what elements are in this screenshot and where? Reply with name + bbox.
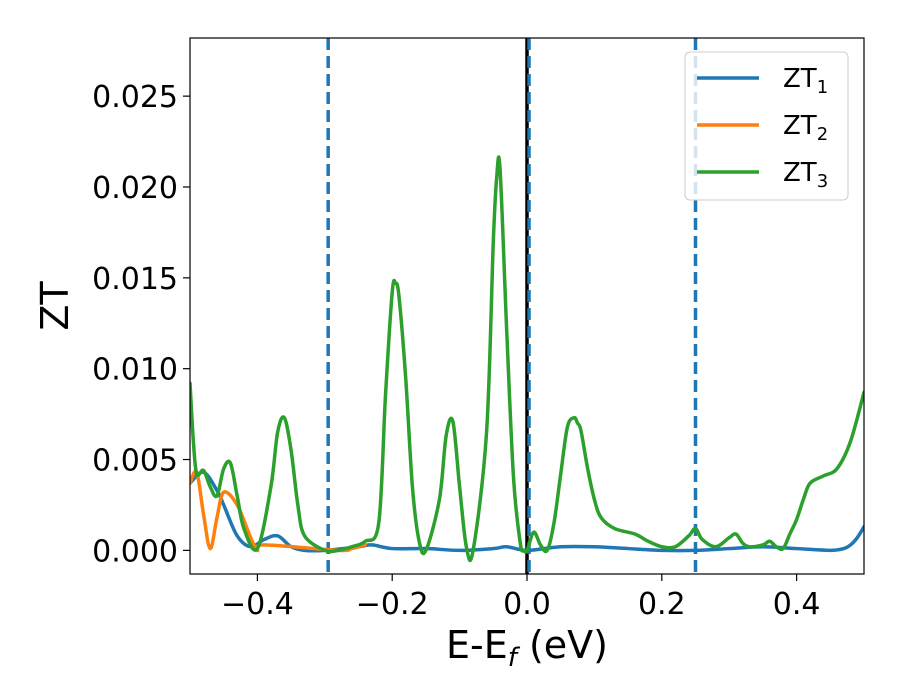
reference-lines [326, 38, 698, 574]
series-lines [190, 155, 864, 563]
legend-box [684, 51, 849, 201]
legend: ZT1 ZT2 ZT3 [684, 51, 849, 201]
legend-label-zt3: ZT3 [783, 158, 828, 192]
y-tick-label: 0.020 [92, 171, 178, 206]
x-tick-label: −0.4 [221, 587, 294, 622]
y-axis-ticks: 0.000 0.005 0.010 0.015 0.020 0.025 [92, 80, 190, 569]
x-tick-label: 0.2 [638, 587, 686, 622]
y-tick-label: 0.000 [92, 534, 178, 569]
x-tick-label: 0.0 [503, 587, 551, 622]
y-tick-label: 0.010 [92, 353, 178, 388]
x-tick-label: −0.2 [356, 587, 429, 622]
y-tick-label: 0.015 [92, 262, 178, 297]
x-tick-label: 0.4 [773, 587, 821, 622]
y-axis-title: ZT [33, 281, 77, 331]
y-tick-label: 0.005 [92, 444, 178, 479]
x-axis-title-unit: (eV) [517, 623, 608, 667]
series-line-zt3 [190, 155, 864, 563]
x-axis-title: E-Ef (eV) [446, 623, 608, 673]
x-axis-title-main: E-E [446, 623, 508, 667]
series-line-zt2 [190, 469, 367, 553]
x-axis-ticks: −0.4 −0.2 0.0 0.2 0.4 [221, 574, 820, 622]
legend-label-zt2: ZT2 [783, 111, 828, 145]
y-tick-label: 0.025 [92, 80, 178, 115]
legend-label-zt1: ZT1 [783, 64, 828, 98]
